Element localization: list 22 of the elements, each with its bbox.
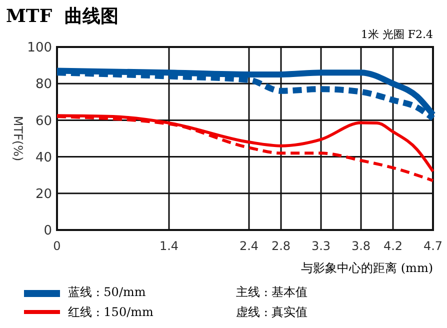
x-tick-label: 2.8 [271,239,291,253]
x-tick-label: 3.8 [351,239,371,253]
legend-label: 蓝线 : 50/mm [68,285,146,299]
x-tick-label: 4.2 [383,239,403,253]
chart-subtitle: 1米 光圈 F2.4 [360,28,433,41]
x-tick-label: 2.4 [239,239,259,253]
y-tick-label: 40 [35,150,52,166]
x-tick-label: 3.3 [311,239,331,253]
chart-title: MTF 曲线图 [6,6,119,27]
x-axis-title: 与影象中心的距离 (mm) [301,261,433,275]
text: 主线 : 基本值 [236,285,308,299]
y-tick-label: 80 [35,77,52,92]
text: 虚线 : 真实值 [236,305,308,319]
y-tick-label: 60 [35,114,52,129]
x-tick-label: 4.7 [423,239,443,253]
legend-label: 红线 : 150/mm [68,305,154,319]
x-tick-label: 1.4 [159,239,179,253]
y-tick-label: 20 [35,186,52,202]
x-tick-label: 0 [53,239,61,253]
y-axis-title: MTF(%) [11,116,25,162]
y-tick-label: 0 [44,224,52,239]
y-tick-label: 100 [27,40,52,56]
